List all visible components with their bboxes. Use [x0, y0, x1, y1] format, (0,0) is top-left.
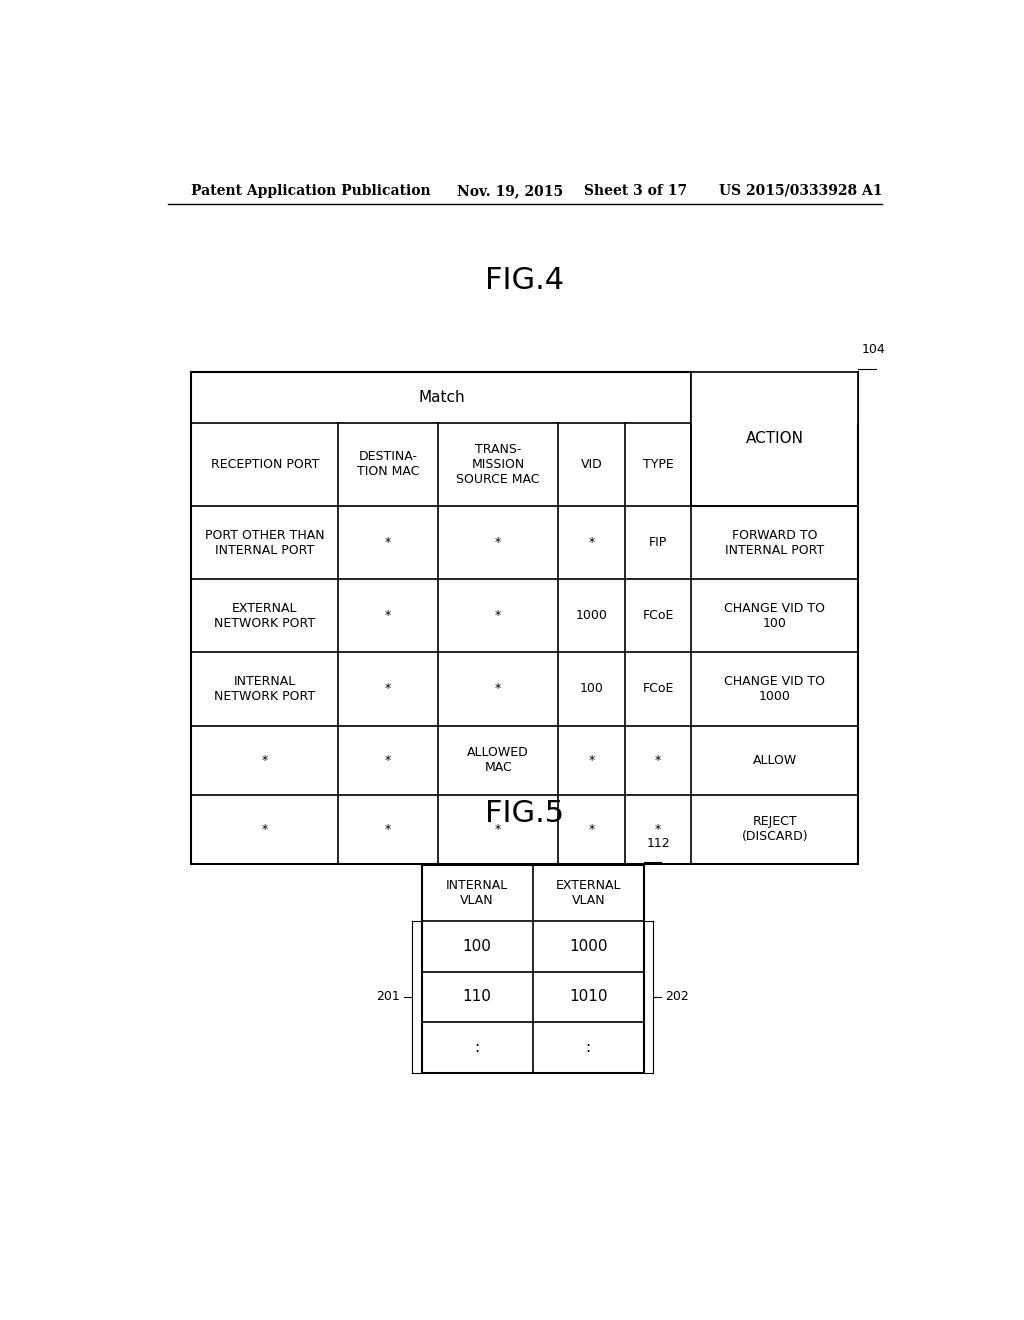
Text: *: * — [495, 822, 502, 836]
Text: *: * — [655, 822, 662, 836]
Text: CHANGE VID TO
100: CHANGE VID TO 100 — [724, 602, 825, 630]
Text: FIG.4: FIG.4 — [485, 265, 564, 294]
Text: CHANGE VID TO
1000: CHANGE VID TO 1000 — [724, 675, 825, 704]
Text: *: * — [589, 822, 595, 836]
Bar — [422, 865, 644, 1073]
Text: *: * — [495, 682, 502, 696]
Text: Sheet 3 of 17: Sheet 3 of 17 — [585, 183, 687, 198]
Text: 1000: 1000 — [575, 610, 607, 622]
Text: Patent Application Publication: Patent Application Publication — [191, 183, 431, 198]
Text: VID: VID — [581, 458, 602, 471]
Text: 104: 104 — [861, 343, 885, 355]
Text: :: : — [586, 1040, 591, 1055]
Text: *: * — [589, 754, 595, 767]
Text: *: * — [385, 682, 391, 696]
Text: INTERNAL
NETWORK PORT: INTERNAL NETWORK PORT — [214, 675, 315, 704]
Text: *: * — [655, 754, 662, 767]
Text: FIG.5: FIG.5 — [485, 800, 564, 829]
Text: *: * — [262, 822, 268, 836]
Text: :: : — [474, 1040, 480, 1055]
Text: INTERNAL
VLAN: INTERNAL VLAN — [446, 879, 508, 907]
Text: *: * — [385, 754, 391, 767]
Text: Match: Match — [418, 389, 465, 405]
Text: *: * — [385, 822, 391, 836]
Text: PORT OTHER THAN
INTERNAL PORT: PORT OTHER THAN INTERNAL PORT — [205, 528, 325, 557]
Text: REJECT
(DISCARD): REJECT (DISCARD) — [741, 816, 808, 843]
Text: FCoE: FCoE — [642, 682, 674, 696]
Text: 1000: 1000 — [569, 939, 607, 953]
Text: EXTERNAL
VLAN: EXTERNAL VLAN — [556, 879, 621, 907]
Text: 1010: 1010 — [569, 990, 607, 1005]
Text: RECEPTION PORT: RECEPTION PORT — [211, 458, 319, 471]
Text: US 2015/0333928 A1: US 2015/0333928 A1 — [719, 183, 883, 198]
Text: *: * — [589, 536, 595, 549]
Text: FIP: FIP — [649, 536, 668, 549]
Text: FORWARD TO
INTERNAL PORT: FORWARD TO INTERNAL PORT — [725, 528, 824, 557]
Text: Nov. 19, 2015: Nov. 19, 2015 — [458, 183, 563, 198]
Text: *: * — [385, 610, 391, 622]
Text: ALLOWED
MAC: ALLOWED MAC — [467, 746, 529, 774]
Text: *: * — [495, 610, 502, 622]
Text: EXTERNAL
NETWORK PORT: EXTERNAL NETWORK PORT — [214, 602, 315, 630]
Bar — [191, 372, 858, 863]
Text: TYPE: TYPE — [643, 458, 674, 471]
Text: 100: 100 — [463, 939, 492, 953]
Bar — [691, 338, 858, 424]
Text: 100: 100 — [580, 682, 603, 696]
Text: *: * — [262, 754, 268, 767]
Text: *: * — [385, 536, 391, 549]
Text: FCoE: FCoE — [642, 610, 674, 622]
Text: 110: 110 — [463, 990, 492, 1005]
Text: TRANS-
MISSION
SOURCE MAC: TRANS- MISSION SOURCE MAC — [457, 442, 540, 486]
Text: 201: 201 — [377, 990, 400, 1003]
Text: ACTION: ACTION — [745, 432, 804, 446]
Text: *: * — [495, 536, 502, 549]
Text: DESTINA-
TION MAC: DESTINA- TION MAC — [357, 450, 420, 478]
Text: ALLOW: ALLOW — [753, 754, 797, 767]
Text: 112: 112 — [647, 837, 671, 850]
Text: 202: 202 — [666, 990, 689, 1003]
